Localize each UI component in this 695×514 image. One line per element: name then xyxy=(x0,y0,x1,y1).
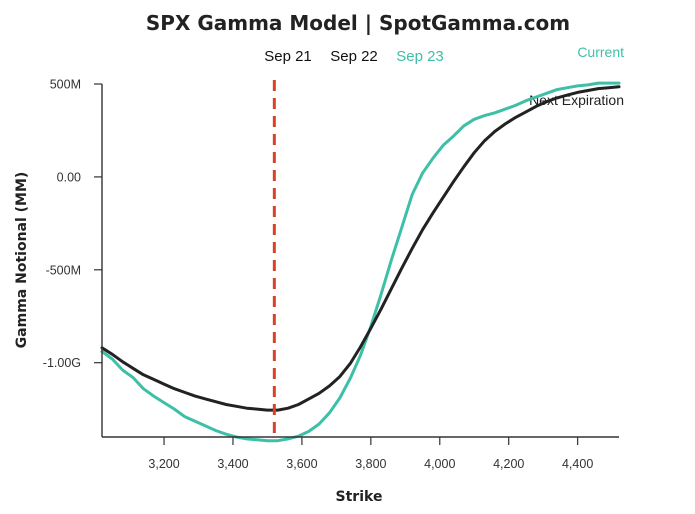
x-tick-label: 4,200 xyxy=(493,457,524,471)
series-current-line xyxy=(100,81,621,443)
y-axis-title: Gamma Notional (MM) xyxy=(14,172,30,349)
x-tick-label: 3,600 xyxy=(286,457,317,471)
x-tick-label: 3,200 xyxy=(148,457,179,471)
x-tick-label: 4,000 xyxy=(424,457,455,471)
expiration-label-sep22: Sep 22 xyxy=(330,48,378,65)
series-next-expiration-line xyxy=(100,85,621,412)
y-tick-label: 500M xyxy=(50,78,81,92)
expiration-label-sep21: Sep 21 xyxy=(264,48,312,65)
x-tick-label: 4,400 xyxy=(562,457,593,471)
y-tick-label: -1.00G xyxy=(43,356,81,370)
legend-current: Current xyxy=(577,44,624,60)
x-tick-label: 3,400 xyxy=(217,457,248,471)
x-axis-title: Strike xyxy=(336,489,383,505)
y-tick-label: 0.00 xyxy=(57,170,81,184)
chart-title: SPX Gamma Model | SpotGamma.com xyxy=(146,11,570,35)
legend-next-expiration: Next Expiration xyxy=(529,92,624,108)
expiration-label-sep23: Sep 23 xyxy=(396,48,444,65)
x-tick-label: 3,800 xyxy=(355,457,386,471)
y-tick-label: -500M xyxy=(46,263,81,277)
